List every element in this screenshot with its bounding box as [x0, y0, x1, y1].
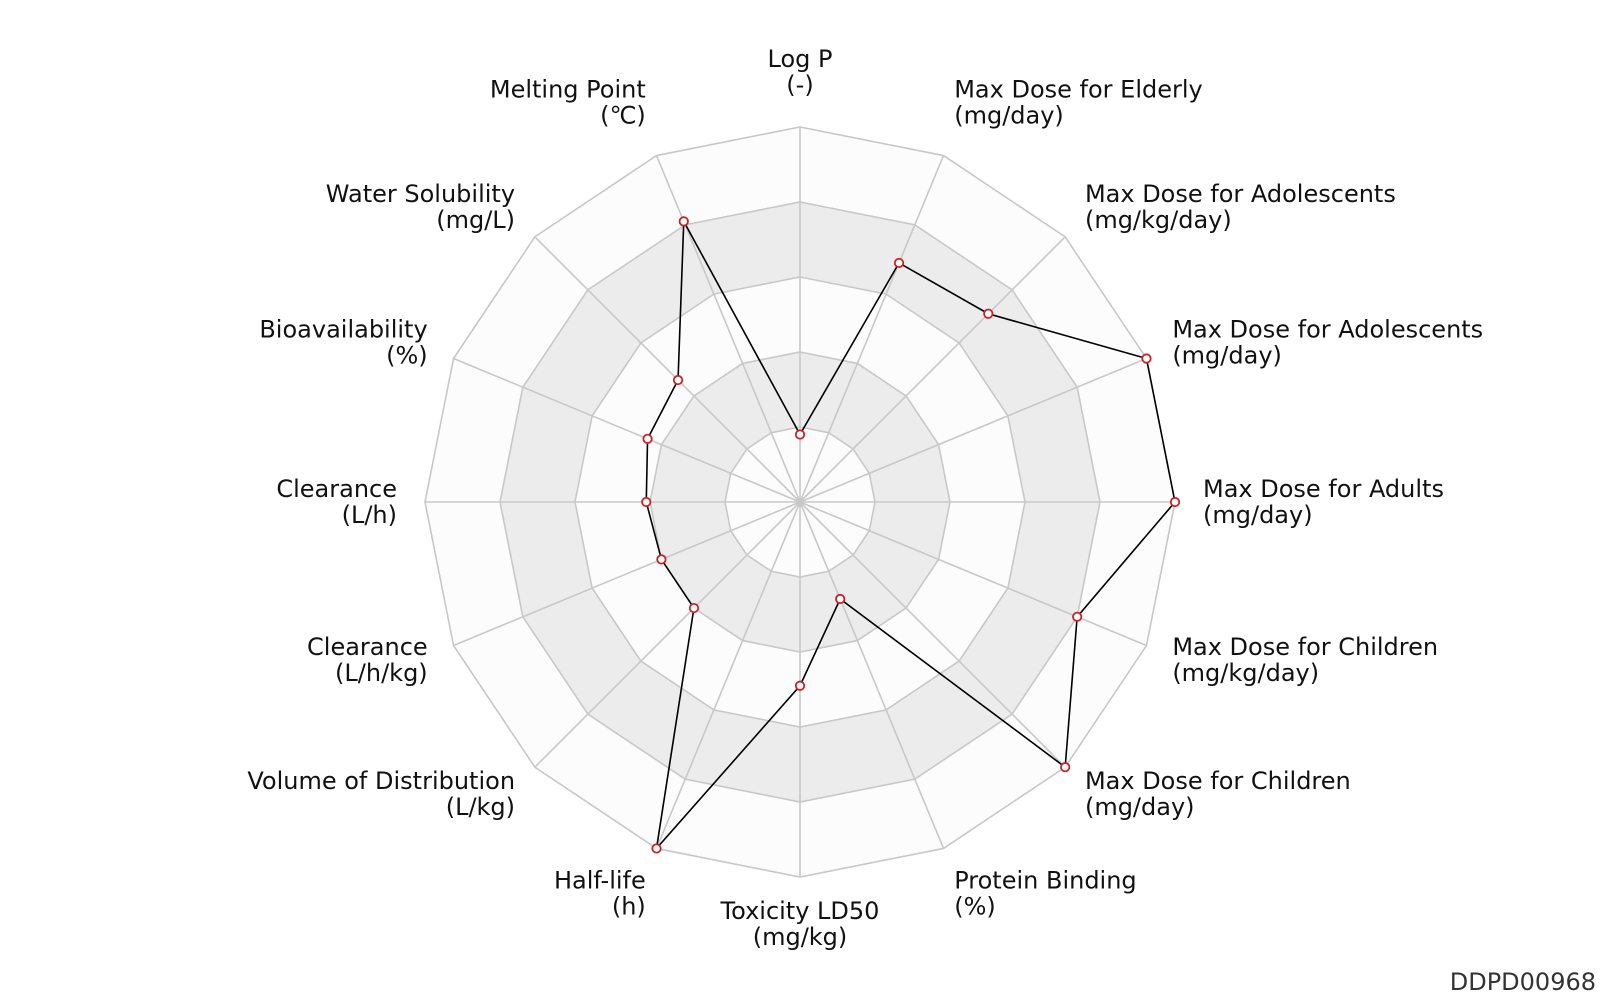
- axis-label-unit: (mg/kg/day): [1172, 659, 1319, 687]
- axis-label-name: Max Dose for Adolescents: [1085, 180, 1396, 208]
- radar-point-12: [641, 496, 652, 508]
- radar-point-5: [1072, 611, 1083, 622]
- axis-label-name: Protein Binding: [954, 866, 1136, 894]
- radar-point-10: [688, 602, 700, 614]
- radar-point-9: [651, 843, 662, 854]
- radar-point-6: [1060, 762, 1071, 773]
- axis-label-unit: (mg/kg/day): [1085, 206, 1232, 234]
- axis-label-11: Clearance (L/h/kg): [307, 633, 428, 687]
- radar-point-2: [983, 308, 994, 319]
- axis-label-9: Half-life (h): [554, 866, 646, 920]
- radar-point-13: [642, 433, 653, 444]
- axis-label-unit: (mg/day): [1203, 501, 1313, 529]
- radar-spoke-1: [799, 155, 945, 503]
- axis-label-0: Log P (-): [768, 45, 833, 99]
- chart-id-watermark: DDPD00968: [1449, 968, 1596, 996]
- axis-label-unit: (mg/day): [954, 102, 1064, 130]
- radar-spoke-11: [453, 501, 801, 647]
- axis-label-unit: (L/h): [342, 501, 397, 529]
- axis-label-unit: (L/kg): [446, 793, 515, 821]
- radar-point-15: [678, 216, 689, 227]
- radar-point-14: [672, 374, 684, 386]
- axis-label-name: Clearance: [307, 633, 428, 661]
- axis-label-name: Volume of Distribution: [247, 767, 515, 795]
- radar-spoke-5: [799, 501, 1147, 647]
- axis-label-name: Max Dose for Elderly: [954, 76, 1203, 104]
- axis-label-name: Clearance: [276, 475, 397, 503]
- axis-label-unit: (L/h/kg): [335, 659, 428, 687]
- axis-label-unit: (h): [612, 892, 646, 920]
- axis-label-10: Volume of Distribution (L/kg): [247, 767, 515, 821]
- axis-label-8: Toxicity LD50 (mg/kg): [720, 897, 880, 951]
- axis-label-unit: (℃): [600, 102, 646, 130]
- radar-spoke-15: [655, 155, 801, 503]
- radar-point-8: [794, 680, 806, 691]
- radar-point-1: [893, 257, 905, 269]
- radar-point-0: [794, 429, 806, 440]
- axis-label-4: Max Dose for Adults (mg/day): [1203, 475, 1444, 529]
- axis-label-unit: (%): [954, 892, 996, 920]
- axis-label-3: Max Dose for Adolescents (mg/day): [1172, 315, 1483, 369]
- axis-label-name: Half-life: [554, 866, 646, 894]
- axis-label-7: Protein Binding (%): [954, 866, 1136, 920]
- axis-label-unit: (mg/day): [1085, 793, 1195, 821]
- radar-spoke-3: [799, 357, 1147, 503]
- axis-label-name: Log P: [768, 45, 833, 73]
- axis-label-15: Melting Point (℃): [490, 76, 646, 130]
- axis-label-name: Max Dose for Adolescents: [1172, 315, 1483, 343]
- radar-spoke-9: [655, 501, 801, 849]
- radar-spoke-10: [534, 501, 801, 768]
- radar-spoke-7: [799, 501, 945, 849]
- radar-series: [641, 216, 1181, 854]
- axis-label-unit: (mg/L): [436, 206, 515, 234]
- axis-label-5: Max Dose for Children (mg/kg/day): [1172, 633, 1438, 687]
- axis-label-12: Clearance (L/h): [276, 475, 397, 529]
- axis-label-13: Bioavailability (%): [259, 315, 427, 369]
- radar-spoke-6: [799, 501, 1066, 768]
- axis-label-unit: (%): [386, 341, 428, 369]
- radar-spoke-14: [534, 236, 801, 503]
- axis-label-name: Bioavailability: [259, 315, 427, 343]
- radar-point-7: [835, 593, 846, 605]
- axis-label-1: Max Dose for Elderly (mg/day): [954, 76, 1203, 130]
- axis-label-6: Max Dose for Children (mg/day): [1085, 767, 1351, 821]
- axis-label-unit: (mg/day): [1172, 341, 1282, 369]
- axis-label-unit: (mg/kg): [753, 923, 848, 951]
- axis-label-name: Max Dose for Children: [1172, 633, 1438, 661]
- axis-label-name: Melting Point: [490, 76, 646, 104]
- radar-point-3: [1141, 353, 1152, 364]
- axis-label-unit: (-): [786, 71, 813, 99]
- axis-label-name: Max Dose for Children: [1085, 767, 1351, 795]
- axis-label-name: Water Solubility: [326, 180, 515, 208]
- axis-label-name: Max Dose for Adults: [1203, 475, 1444, 503]
- axis-label-2: Max Dose for Adolescents (mg/kg/day): [1085, 180, 1396, 234]
- axis-label-name: Toxicity LD50: [720, 897, 880, 925]
- axis-labels: Log P (-) Max Dose for Elderly (mg/day)Max …: [247, 45, 1483, 951]
- radar-spoke-2: [799, 236, 1066, 503]
- radar-point-11: [656, 554, 667, 565]
- radar-point-4: [1169, 496, 1181, 508]
- axis-label-14: Water Solubility (mg/L): [326, 180, 515, 234]
- radar-spoke-13: [453, 357, 801, 503]
